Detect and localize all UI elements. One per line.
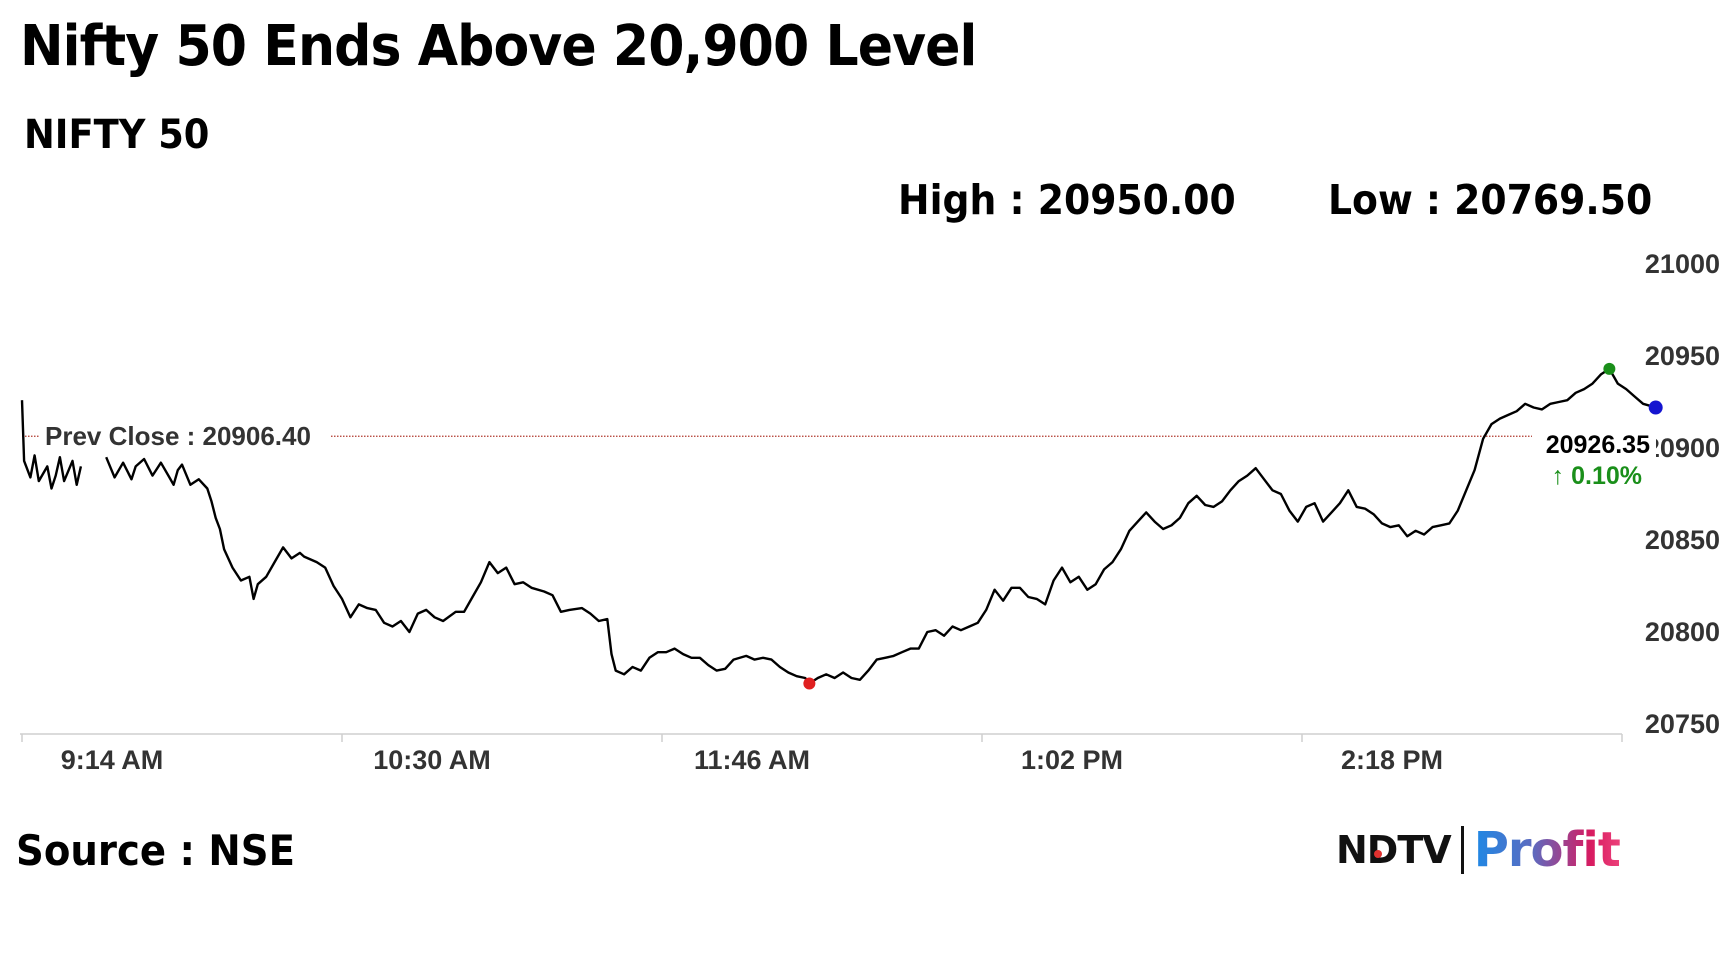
y-axis: 21000 20950 20900 20850 20800 20750 [1645, 249, 1720, 739]
source-note: Source : NSE [16, 826, 295, 875]
y-tick-label: 20850 [1645, 525, 1720, 555]
logo-profit-text: Profit [1473, 822, 1621, 878]
day-low-label: Low : 20769.50 [1328, 176, 1653, 224]
x-tick-label: 1:02 PM [1021, 745, 1123, 775]
y-tick-label: 21000 [1645, 249, 1720, 279]
y-tick-label: 20900 [1645, 433, 1720, 463]
ndtv-profit-logo: NDTV Profit [1336, 822, 1621, 878]
x-axis: 9:14 AM 10:30 AM 11:46 AM 1:02 PM 2:18 PM [20, 733, 1623, 775]
price-change-label: ↑ 0.10% [1552, 462, 1642, 490]
x-tick-label: 10:30 AM [373, 745, 491, 775]
last-price-label: 20926.35 [1546, 431, 1650, 459]
day-high-label: High : 20950.00 [898, 176, 1236, 224]
y-tick-label: 20950 [1645, 341, 1720, 371]
high-marker [1603, 362, 1616, 375]
last-price-marker [1648, 400, 1663, 415]
logo-separator [1460, 826, 1464, 874]
logo-ndtv-text: NDTV [1336, 828, 1452, 872]
x-tick-label: 2:18 PM [1341, 745, 1443, 775]
page-title: Nifty 50 Ends Above 20,900 Level [20, 14, 977, 79]
prev-close-label: Prev Close : 20906.40 [45, 421, 311, 451]
last-price-label-bg [1532, 428, 1656, 494]
prev-close-label-bg [40, 419, 330, 452]
y-tick-label: 20750 [1645, 709, 1720, 739]
chart-subtitle: NIFTY 50 [24, 112, 210, 158]
x-tick-label: 9:14 AM [61, 745, 164, 775]
x-tick-label: 11:46 AM [694, 745, 810, 775]
low-marker [803, 677, 816, 690]
price-series-line [20, 367, 1657, 685]
y-tick-label: 20800 [1645, 617, 1720, 647]
